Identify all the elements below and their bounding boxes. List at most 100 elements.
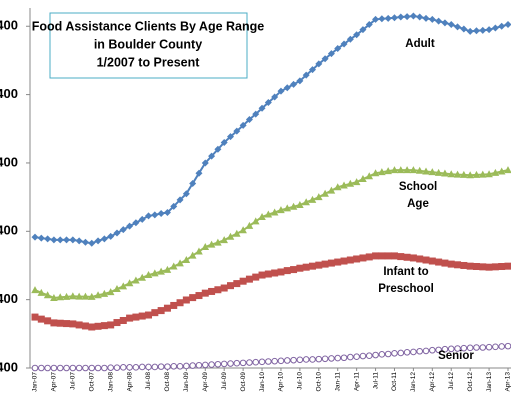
marker — [454, 261, 462, 269]
x-tick-label: Apr-09 — [202, 372, 209, 392]
marker — [31, 364, 39, 372]
marker — [302, 71, 310, 79]
y-tick-label: 400 — [0, 18, 18, 33]
marker — [390, 166, 399, 174]
marker — [189, 179, 197, 187]
marker — [340, 40, 348, 48]
marker — [283, 357, 291, 364]
x-tick-label: Oct-07 — [88, 372, 95, 392]
marker — [315, 193, 323, 201]
marker — [270, 208, 279, 216]
marker — [163, 209, 171, 217]
marker — [296, 77, 304, 85]
marker — [296, 264, 304, 272]
marker — [441, 169, 449, 177]
marker — [113, 364, 121, 371]
marker — [151, 269, 159, 277]
marker — [453, 170, 462, 178]
marker — [416, 347, 424, 355]
marker — [409, 166, 418, 174]
marker — [359, 254, 367, 262]
marker — [372, 252, 380, 260]
marker — [384, 14, 392, 22]
marker — [233, 359, 241, 367]
marker — [264, 270, 272, 278]
x-tick-label: Jan-13 — [486, 372, 493, 392]
marker — [485, 170, 493, 178]
marker — [397, 253, 405, 261]
x-tick-label: Jan-10 — [259, 372, 266, 392]
x-tick-label: Jan-07 — [32, 372, 39, 392]
marker — [107, 364, 114, 371]
marker — [390, 252, 398, 260]
marker — [220, 360, 228, 368]
marker — [397, 349, 405, 357]
marker — [126, 314, 134, 322]
marker — [176, 259, 184, 267]
marker — [384, 167, 392, 175]
marker — [334, 354, 342, 362]
marker — [485, 26, 493, 34]
x-tick-label: Jan-08 — [107, 372, 114, 392]
marker — [290, 80, 298, 88]
marker — [416, 255, 424, 263]
marker — [138, 363, 146, 371]
marker — [258, 212, 266, 220]
marker — [472, 263, 480, 271]
marker — [163, 304, 171, 312]
marker — [321, 189, 329, 197]
marker — [75, 364, 83, 372]
marker — [416, 13, 424, 21]
marker — [466, 27, 474, 35]
marker — [302, 198, 310, 206]
marker — [94, 322, 102, 330]
marker — [252, 273, 260, 281]
series-label: Senior — [438, 350, 474, 362]
marker — [384, 350, 392, 358]
marker — [429, 346, 436, 354]
marker — [176, 196, 184, 204]
marker — [422, 167, 430, 175]
marker — [492, 343, 499, 351]
marker — [56, 364, 64, 372]
title-line: Food Assistance Clients By Age Range — [32, 19, 265, 33]
marker — [378, 351, 386, 358]
marker — [396, 166, 405, 174]
x-tick-label: Oct-10 — [316, 372, 323, 392]
marker — [69, 364, 77, 372]
marker — [346, 179, 355, 187]
marker — [126, 364, 133, 371]
marker — [504, 342, 511, 350]
marker — [460, 261, 468, 269]
x-tick-label: Jul-08 — [145, 372, 152, 390]
marker — [460, 344, 468, 352]
marker — [69, 292, 77, 300]
marker — [334, 258, 342, 266]
marker — [334, 44, 342, 52]
marker — [239, 226, 247, 234]
marker — [170, 362, 178, 370]
marker — [372, 351, 379, 359]
marker — [220, 284, 228, 292]
marker — [441, 259, 449, 267]
marker — [201, 243, 210, 251]
series-label: Adult — [405, 38, 435, 50]
x-tick-label: Jan-09 — [183, 372, 190, 392]
marker — [246, 359, 253, 366]
marker — [63, 364, 70, 372]
marker — [409, 12, 417, 20]
marker — [195, 247, 203, 255]
marker — [227, 282, 235, 290]
marker — [75, 321, 83, 329]
marker — [201, 289, 209, 297]
marker — [422, 14, 430, 22]
marker — [132, 313, 140, 321]
marker — [479, 26, 487, 34]
marker — [258, 358, 266, 366]
marker — [353, 31, 361, 39]
series-line — [34, 254, 509, 328]
marker — [164, 363, 171, 370]
marker — [31, 313, 39, 321]
marker — [435, 258, 443, 266]
marker — [119, 282, 128, 290]
